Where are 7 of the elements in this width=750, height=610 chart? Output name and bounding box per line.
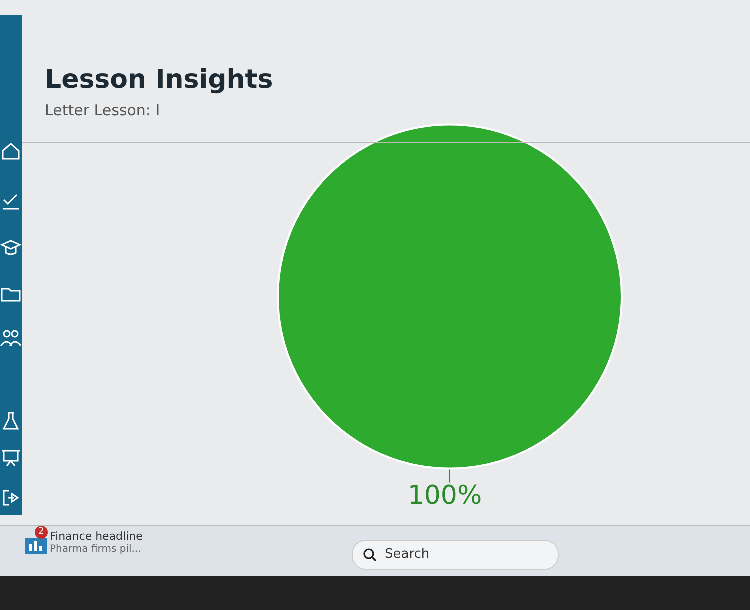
data-label: 100%	[408, 480, 482, 511]
text: Letter Lesson: I	[45, 102, 160, 120]
text: 2	[35, 526, 48, 539]
chart-title: Lesson Insights	[45, 65, 274, 95]
text: Search	[385, 547, 430, 562]
text: Finance headline	[50, 530, 143, 543]
text: Pharma firms pil...	[50, 544, 142, 555]
